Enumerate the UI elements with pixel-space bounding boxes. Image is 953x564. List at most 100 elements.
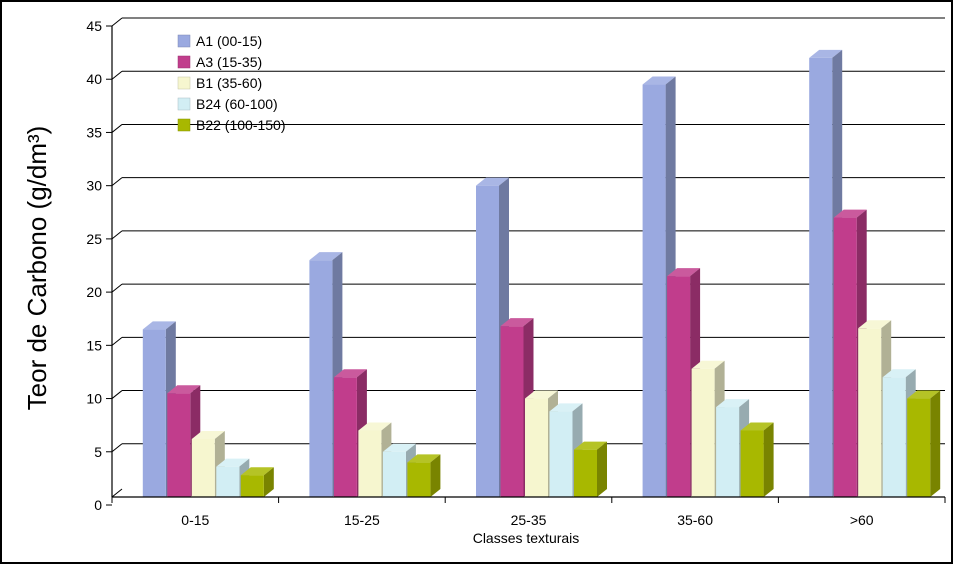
bar-top <box>858 320 892 329</box>
bar-top <box>167 385 201 394</box>
legend-label: A3 (15-35) <box>196 54 262 70</box>
x-tick-label: 0-15 <box>181 512 209 528</box>
legend-swatch <box>177 76 191 90</box>
bar-side <box>763 422 774 497</box>
bar-top <box>240 467 274 476</box>
bar-front <box>574 449 597 497</box>
bar-front <box>525 398 548 497</box>
bar-front <box>358 430 382 497</box>
y-tick-label: 45 <box>86 18 102 34</box>
bar-front <box>191 439 215 497</box>
y-tick-label: 30 <box>86 178 102 194</box>
y-axis-ticks: 0 5 10 15 20 25 30 35 40 45 <box>86 18 112 513</box>
bar-top <box>907 390 941 399</box>
axis-depth-line <box>111 488 123 498</box>
x-axis-ticks: 0-15 15-25 25-35 35-60 >60 <box>111 497 946 528</box>
bar-front <box>882 377 906 497</box>
bar-top <box>216 458 250 467</box>
bar-front <box>309 260 333 497</box>
bar <box>382 443 416 497</box>
bar-front <box>240 475 264 497</box>
bar-side <box>430 454 441 497</box>
bar-top <box>525 390 558 399</box>
bar-top <box>309 252 343 261</box>
bar-top <box>382 443 416 452</box>
bar-top <box>476 177 509 186</box>
bar-front <box>407 462 431 497</box>
bar-top <box>667 268 701 277</box>
gridline-depth <box>111 177 123 187</box>
legend-label: A1 (00-15) <box>196 33 262 49</box>
legend: A1 (00-15) A3 (15-35) B1 (35-60) B24 (60-10… <box>177 33 286 133</box>
bar-front <box>216 466 240 497</box>
gridline-depth <box>111 443 123 453</box>
y-tick-label: 25 <box>86 231 102 247</box>
bar-top <box>716 399 750 408</box>
y-tick-label: 35 <box>86 124 102 140</box>
bar-front <box>642 84 666 498</box>
bar <box>240 467 274 497</box>
axes <box>111 26 945 498</box>
y-tick-label: 15 <box>86 337 102 353</box>
x-tick-label: 25-35 <box>511 512 547 528</box>
legend-swatch <box>177 34 191 48</box>
bar-front <box>333 377 357 497</box>
legend-label: B24 (60-100) <box>196 96 278 112</box>
gridline-depth <box>111 70 123 80</box>
bar-top <box>642 76 676 85</box>
gridline-depth <box>111 336 123 346</box>
legend-label: B22 (100-150) <box>196 117 286 133</box>
bar-top <box>691 360 725 369</box>
gridlines <box>111 17 945 453</box>
y-tick-label: 40 <box>86 71 102 87</box>
x-tick-label: 35-60 <box>677 512 713 528</box>
bar-front <box>382 451 406 497</box>
legend-swatch <box>177 118 191 132</box>
gridline-depth <box>111 390 123 399</box>
y-axis-title: Teor de Carbono (g/dm³) <box>22 126 52 411</box>
bar <box>574 441 607 497</box>
bar <box>740 422 774 497</box>
y-tick-label: 20 <box>86 284 102 300</box>
bar-top <box>549 403 583 412</box>
bar-side <box>597 441 607 497</box>
gridline-depth <box>111 230 123 240</box>
y-tick-label: 5 <box>94 444 102 460</box>
bar-side <box>930 390 941 497</box>
bar-top <box>407 454 441 463</box>
bar-front <box>167 393 191 497</box>
bar <box>809 49 843 497</box>
legend-swatch <box>177 55 191 69</box>
bar-top <box>333 369 367 378</box>
x-tick-label: >60 <box>850 512 874 528</box>
bar-front <box>740 430 764 497</box>
bar-front <box>476 185 499 497</box>
bar-top <box>358 422 392 431</box>
legend-swatch <box>177 97 191 111</box>
bar-front <box>833 217 857 497</box>
bar-top <box>574 441 607 450</box>
legend-label: B1 (35-60) <box>196 75 262 91</box>
bar-top <box>809 49 843 58</box>
bar-front <box>858 328 882 497</box>
gridline-depth <box>111 17 123 27</box>
gridline-depth <box>111 124 123 133</box>
bar-front <box>907 398 931 497</box>
bar-top <box>142 321 176 330</box>
x-tick-label: 15-25 <box>344 512 380 528</box>
y-tick-label: 10 <box>86 391 102 407</box>
bar-top <box>833 209 867 218</box>
y-tick-label: 0 <box>94 497 102 513</box>
bar <box>407 454 441 497</box>
bar-top <box>500 318 534 327</box>
bar-front <box>691 368 715 497</box>
bar-front <box>809 57 833 497</box>
bar-front <box>716 407 740 497</box>
bar-front <box>549 411 573 497</box>
bar-front <box>500 326 524 497</box>
gridline-depth <box>111 283 123 293</box>
bars <box>142 49 941 498</box>
bar-top <box>882 369 916 378</box>
bar-front <box>142 329 166 497</box>
